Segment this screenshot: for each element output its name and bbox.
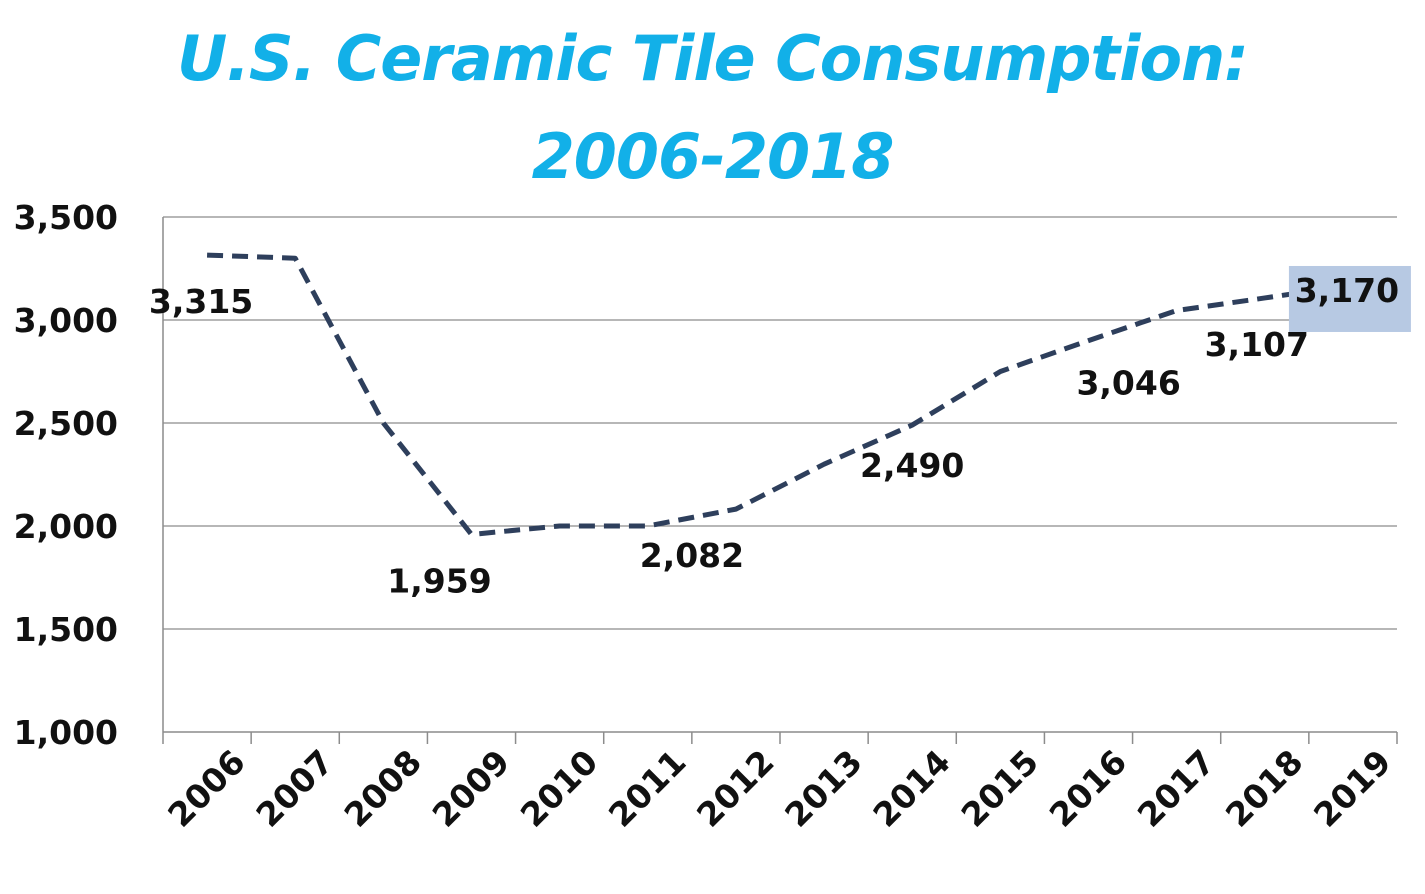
data-label: 1,959 xyxy=(387,561,491,600)
x-tick-label: 2013 xyxy=(777,742,870,835)
data-label-highlight xyxy=(1288,265,1411,332)
x-axis-ticks: 2006200720082009201020112012201320142015… xyxy=(160,742,1398,835)
y-tick-label: 1,000 xyxy=(14,713,118,752)
data-label: 2,490 xyxy=(860,446,964,485)
x-tick-label: 2006 xyxy=(160,742,253,835)
chart-subtitle: 2006-2018 xyxy=(531,120,895,193)
axes xyxy=(162,217,1398,744)
x-tick-label: 2015 xyxy=(954,742,1047,835)
x-tick-label: 2012 xyxy=(689,742,782,835)
x-tick-label: 2018 xyxy=(1218,742,1311,835)
data-label: 3,315 xyxy=(149,282,253,321)
series-line xyxy=(206,252,1354,537)
data-label: 3,046 xyxy=(1076,364,1180,403)
x-tick-label: 2014 xyxy=(865,742,958,835)
y-tick-label: 1,500 xyxy=(14,610,118,649)
y-tick-label: 2,500 xyxy=(14,404,118,443)
x-tick-label: 2007 xyxy=(248,742,341,835)
x-tick-label: 2019 xyxy=(1306,742,1399,835)
y-tick-label: 2,000 xyxy=(14,507,118,546)
x-tick-label: 2008 xyxy=(337,742,430,835)
x-tick-label: 2009 xyxy=(425,742,518,835)
y-tick-label: 3,500 xyxy=(14,198,118,237)
data-label: 3,170 xyxy=(1295,271,1399,310)
x-tick-label: 2011 xyxy=(601,742,694,835)
y-tick-label: 3,000 xyxy=(14,301,118,340)
series xyxy=(206,252,1354,537)
x-tick-label: 2016 xyxy=(1042,742,1135,835)
y-axis-ticks: 1,000 1,500 2,000 2,500 3,000 3,500 xyxy=(14,198,118,752)
x-tick-label: 2017 xyxy=(1130,742,1223,835)
x-tick-label: 2010 xyxy=(513,742,606,835)
data-label: 2,082 xyxy=(640,536,744,575)
gridlines xyxy=(163,216,1397,630)
chart-title: U.S. Ceramic Tile Consumption: xyxy=(177,22,1249,95)
